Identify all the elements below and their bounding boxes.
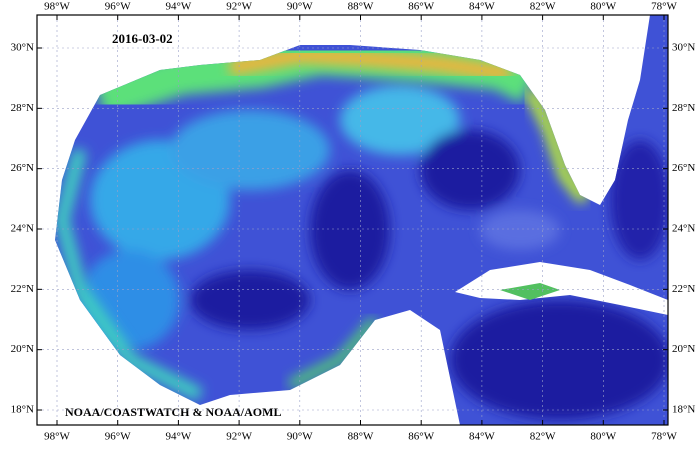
lon-label: 84°W bbox=[469, 1, 495, 13]
lon-label: 86°W bbox=[408, 1, 434, 13]
lat-label: 28°N bbox=[672, 102, 695, 114]
lat-label: 24°N bbox=[672, 223, 695, 235]
lon-label: 80°W bbox=[590, 431, 616, 443]
lat-label: 18°N bbox=[11, 404, 34, 416]
lat-label: 26°N bbox=[11, 162, 34, 174]
date-label: 2016-03-02 bbox=[112, 31, 173, 46]
lat-label: 20°N bbox=[672, 343, 695, 355]
lon-label: 90°W bbox=[287, 1, 313, 13]
lat-label: 28°N bbox=[11, 102, 34, 114]
lon-label: 98°W bbox=[44, 1, 70, 13]
lon-label: 82°W bbox=[530, 1, 556, 13]
lon-label: 92°W bbox=[226, 1, 252, 13]
lat-label: 24°N bbox=[11, 223, 34, 235]
lon-label: 98°W bbox=[44, 431, 70, 443]
lat-label: 30°N bbox=[11, 42, 34, 54]
lat-label: 22°N bbox=[11, 283, 34, 295]
lon-label: 84°W bbox=[469, 431, 495, 443]
lon-label: 90°W bbox=[287, 431, 313, 443]
lon-label: 94°W bbox=[166, 1, 192, 13]
lat-label: 26°N bbox=[672, 162, 695, 174]
lon-label: 88°W bbox=[348, 431, 374, 443]
lon-label: 82°W bbox=[530, 431, 556, 443]
lon-label: 96°W bbox=[105, 1, 131, 13]
lon-label: 94°W bbox=[166, 431, 192, 443]
credit: NOAA/COASTWATCH & NOAA/AOML bbox=[65, 405, 281, 419]
cuba bbox=[455, 262, 668, 315]
lon-label: 92°W bbox=[226, 431, 252, 443]
lon-label: 86°W bbox=[408, 431, 434, 443]
lon-label: 80°W bbox=[590, 1, 616, 13]
lat-label: 30°N bbox=[672, 42, 695, 54]
lon-label: 88°W bbox=[348, 1, 374, 13]
lat-label: 22°N bbox=[672, 283, 695, 295]
lat-label: 18°N bbox=[672, 404, 695, 416]
map-frame bbox=[36, 14, 669, 426]
lon-label: 78°W bbox=[651, 431, 677, 443]
lat-label: 20°N bbox=[11, 343, 34, 355]
lon-label: 78°W bbox=[651, 1, 677, 13]
cuba-shelf bbox=[500, 283, 560, 300]
lon-label: 96°W bbox=[105, 431, 131, 443]
